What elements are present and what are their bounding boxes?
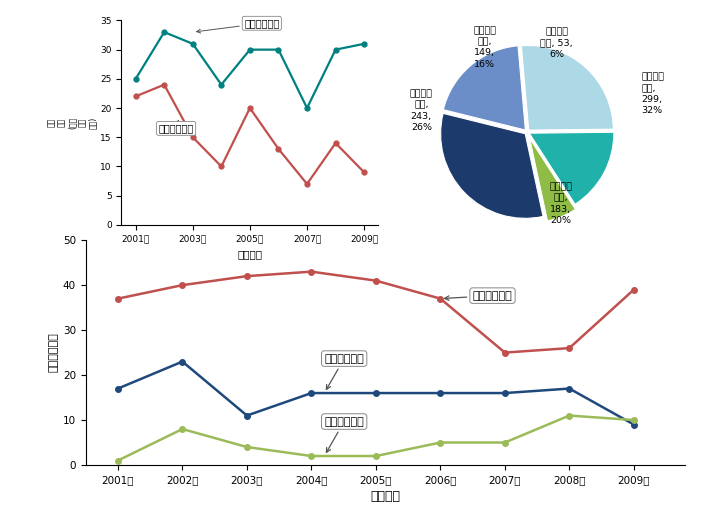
Text: 미국등록특허: 미국등록특허 — [159, 121, 193, 133]
Wedge shape — [521, 45, 613, 130]
Wedge shape — [530, 138, 575, 221]
Text: 일본공개
특허,
299,
32%: 일본공개 특허, 299, 32% — [641, 73, 664, 115]
Text: 유럽공개
특허, 53,
6%: 유럽공개 특허, 53, 6% — [540, 28, 573, 59]
Text: 미국공개
특허,
243,
26%: 미국공개 특허, 243, 26% — [410, 90, 433, 132]
Text: 유럽공개특허: 유럽공개특허 — [324, 416, 364, 452]
X-axis label: 출원년도: 출원년도 — [237, 249, 263, 259]
Text: 미국공개특허: 미국공개특허 — [196, 18, 279, 33]
Text: 미국등록
특허,
149,
16%: 미국등록 특허, 149, 16% — [473, 26, 496, 68]
Y-axis label: 특허
건수
(미국
특허
현황): 특허 건수 (미국 특허 현황) — [47, 117, 97, 129]
X-axis label: 출원년도: 출원년도 — [371, 490, 401, 503]
Wedge shape — [441, 113, 543, 218]
Text: 한국공개특허: 한국공개특허 — [324, 354, 364, 389]
Text: 일본공개특허: 일본공개특허 — [445, 291, 513, 300]
Y-axis label: 특허출원건수: 특허출원건수 — [49, 333, 59, 373]
Wedge shape — [443, 46, 526, 130]
Text: 한국공개
특허,
183,
20%: 한국공개 특허, 183, 20% — [549, 183, 573, 225]
Wedge shape — [529, 132, 614, 204]
